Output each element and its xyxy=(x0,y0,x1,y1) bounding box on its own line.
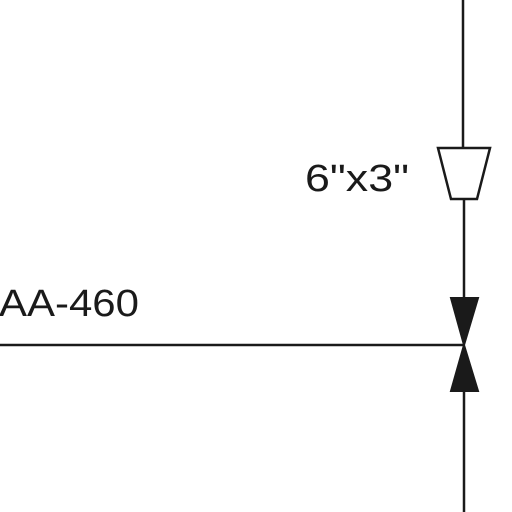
reducer-icon xyxy=(436,146,492,201)
line-number-label: AA-460 xyxy=(0,283,139,325)
reducer-size-label: 6"x3" xyxy=(305,158,409,200)
